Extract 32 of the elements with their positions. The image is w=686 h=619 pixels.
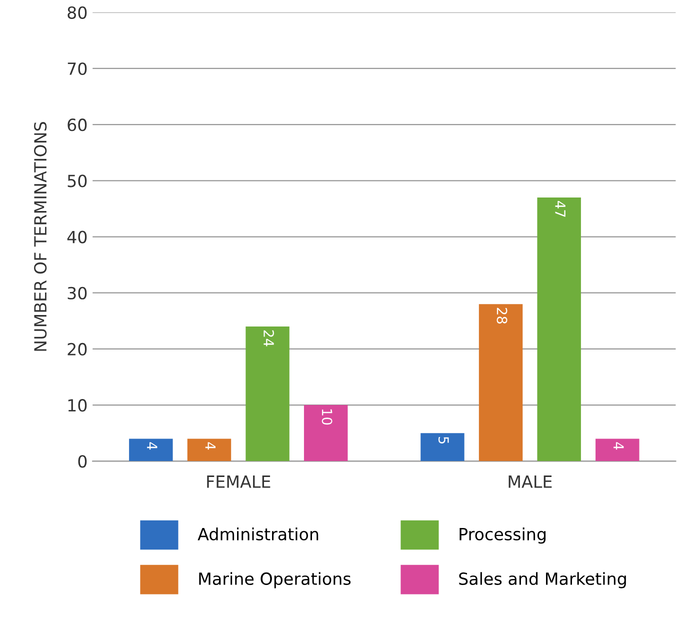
y-tick-label: 60 <box>68 118 87 132</box>
y-tick-label: 70 <box>68 62 87 76</box>
bar <box>596 438 640 462</box>
data-label: 28 <box>496 308 508 324</box>
x-tick-label: MALE <box>508 476 552 488</box>
bar <box>537 198 581 462</box>
legend-label: Administration <box>198 528 318 540</box>
legend-label: Sales and Marketing <box>459 572 626 588</box>
y-axis-title: NUMBER OF TERMINATIONS <box>34 122 47 351</box>
y-tick-label: 10 <box>68 399 87 412</box>
data-label: 4 <box>614 442 624 450</box>
x-tick-label: FEMALE <box>207 476 270 488</box>
bar <box>304 405 348 462</box>
y-tick-label: 80 <box>68 6 87 19</box>
data-label: 24 <box>264 330 274 346</box>
data-label: 5 <box>438 436 449 444</box>
bar <box>420 433 464 462</box>
bar <box>129 438 173 462</box>
y-tick-label: 40 <box>67 230 87 244</box>
data-label: 4 <box>205 442 216 450</box>
data-label: 47 <box>555 200 566 217</box>
y-tick-label: 50 <box>68 174 87 188</box>
bar <box>246 326 290 462</box>
y-tick-label: 20 <box>68 342 87 356</box>
y-tick-label: 30 <box>68 286 87 300</box>
legend-label: Processing <box>460 528 546 544</box>
data-label: 4 <box>147 442 158 450</box>
bar <box>478 304 523 462</box>
data-label: 10 <box>322 409 332 425</box>
legend-label: Marine Operations <box>199 572 351 588</box>
bar <box>187 438 232 462</box>
y-tick-label: 0 <box>78 455 87 468</box>
